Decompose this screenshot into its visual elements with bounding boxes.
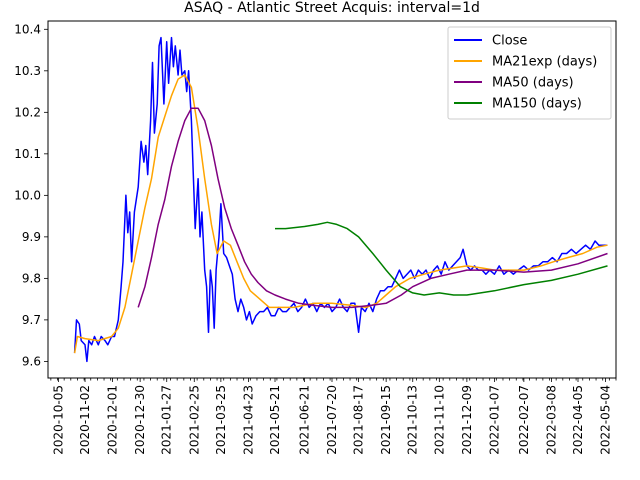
x-tick-label: 2020-12-30: [133, 385, 147, 455]
x-tick-label: 2021-02-25: [187, 385, 201, 455]
y-tick-label: 10.3: [14, 64, 41, 78]
plot-layer: [73, 36, 608, 363]
x-tick-label: 2022-03-08: [544, 385, 558, 455]
x-tick-label: 2021-06-21: [297, 385, 311, 455]
x-tick-label: 2021-10-13: [406, 385, 420, 455]
series-line-2: [137, 107, 608, 309]
legend-label: MA21exp (days): [492, 55, 597, 70]
legend-box: [447, 26, 612, 120]
ticks-layer: 2020-10-05 2020-11-02 2020-12-01 2020-12-30…: [14, 22, 617, 455]
y-tick-label: 10.2: [14, 105, 41, 119]
legend-label: Close: [492, 34, 527, 49]
x-tick-label: 2022-05-04: [599, 385, 613, 455]
x-tick-label: 2021-04-23: [241, 385, 255, 455]
y-tick-label: 10.1: [14, 147, 41, 161]
x-tick-label: 2021-07-20: [325, 385, 339, 455]
x-tick-label: 2020-12-01: [106, 385, 120, 455]
x-tick-label: 2021-05-21: [268, 385, 282, 455]
series-line-1: [73, 74, 608, 354]
x-tick-label: 2021-03-25: [214, 385, 228, 455]
y-tick-label: 9.8: [22, 271, 41, 285]
x-tick-label: 2021-01-27: [160, 385, 174, 455]
y-tick-label: 10.0: [14, 188, 41, 202]
series-line-0: [73, 36, 608, 363]
y-tick-label: 10.4: [14, 22, 41, 36]
y-tick-label: 9.6: [22, 354, 41, 368]
plot-frame: [47, 20, 617, 379]
legend-label: MA50 (days): [492, 76, 574, 91]
x-tick-label: 2022-04-05: [571, 385, 585, 455]
legend: Close MA21exp (days) MA50 (days) MA150 (day…: [447, 26, 612, 120]
x-tick-label: 2021-08-17: [352, 385, 366, 455]
series-line-3: [275, 221, 608, 296]
x-tick-label: 2020-10-05: [51, 385, 65, 455]
x-tick-label: 2021-12-09: [460, 385, 474, 455]
y-tick-label: 9.9: [22, 230, 41, 244]
chart-title: ASAQ - Atlantic Street Acquis: interval=…: [184, 0, 480, 16]
y-tick-label: 9.7: [22, 313, 41, 327]
x-tick-label: 2021-09-15: [379, 385, 393, 455]
x-tick-label: 2021-11-10: [432, 385, 446, 455]
x-tick-label: 2022-01-07: [487, 385, 501, 455]
legend-label: MA150 (days): [492, 97, 582, 112]
x-tick-label: 2020-11-02: [78, 385, 92, 455]
x-tick-label: 2022-02-07: [517, 385, 531, 455]
